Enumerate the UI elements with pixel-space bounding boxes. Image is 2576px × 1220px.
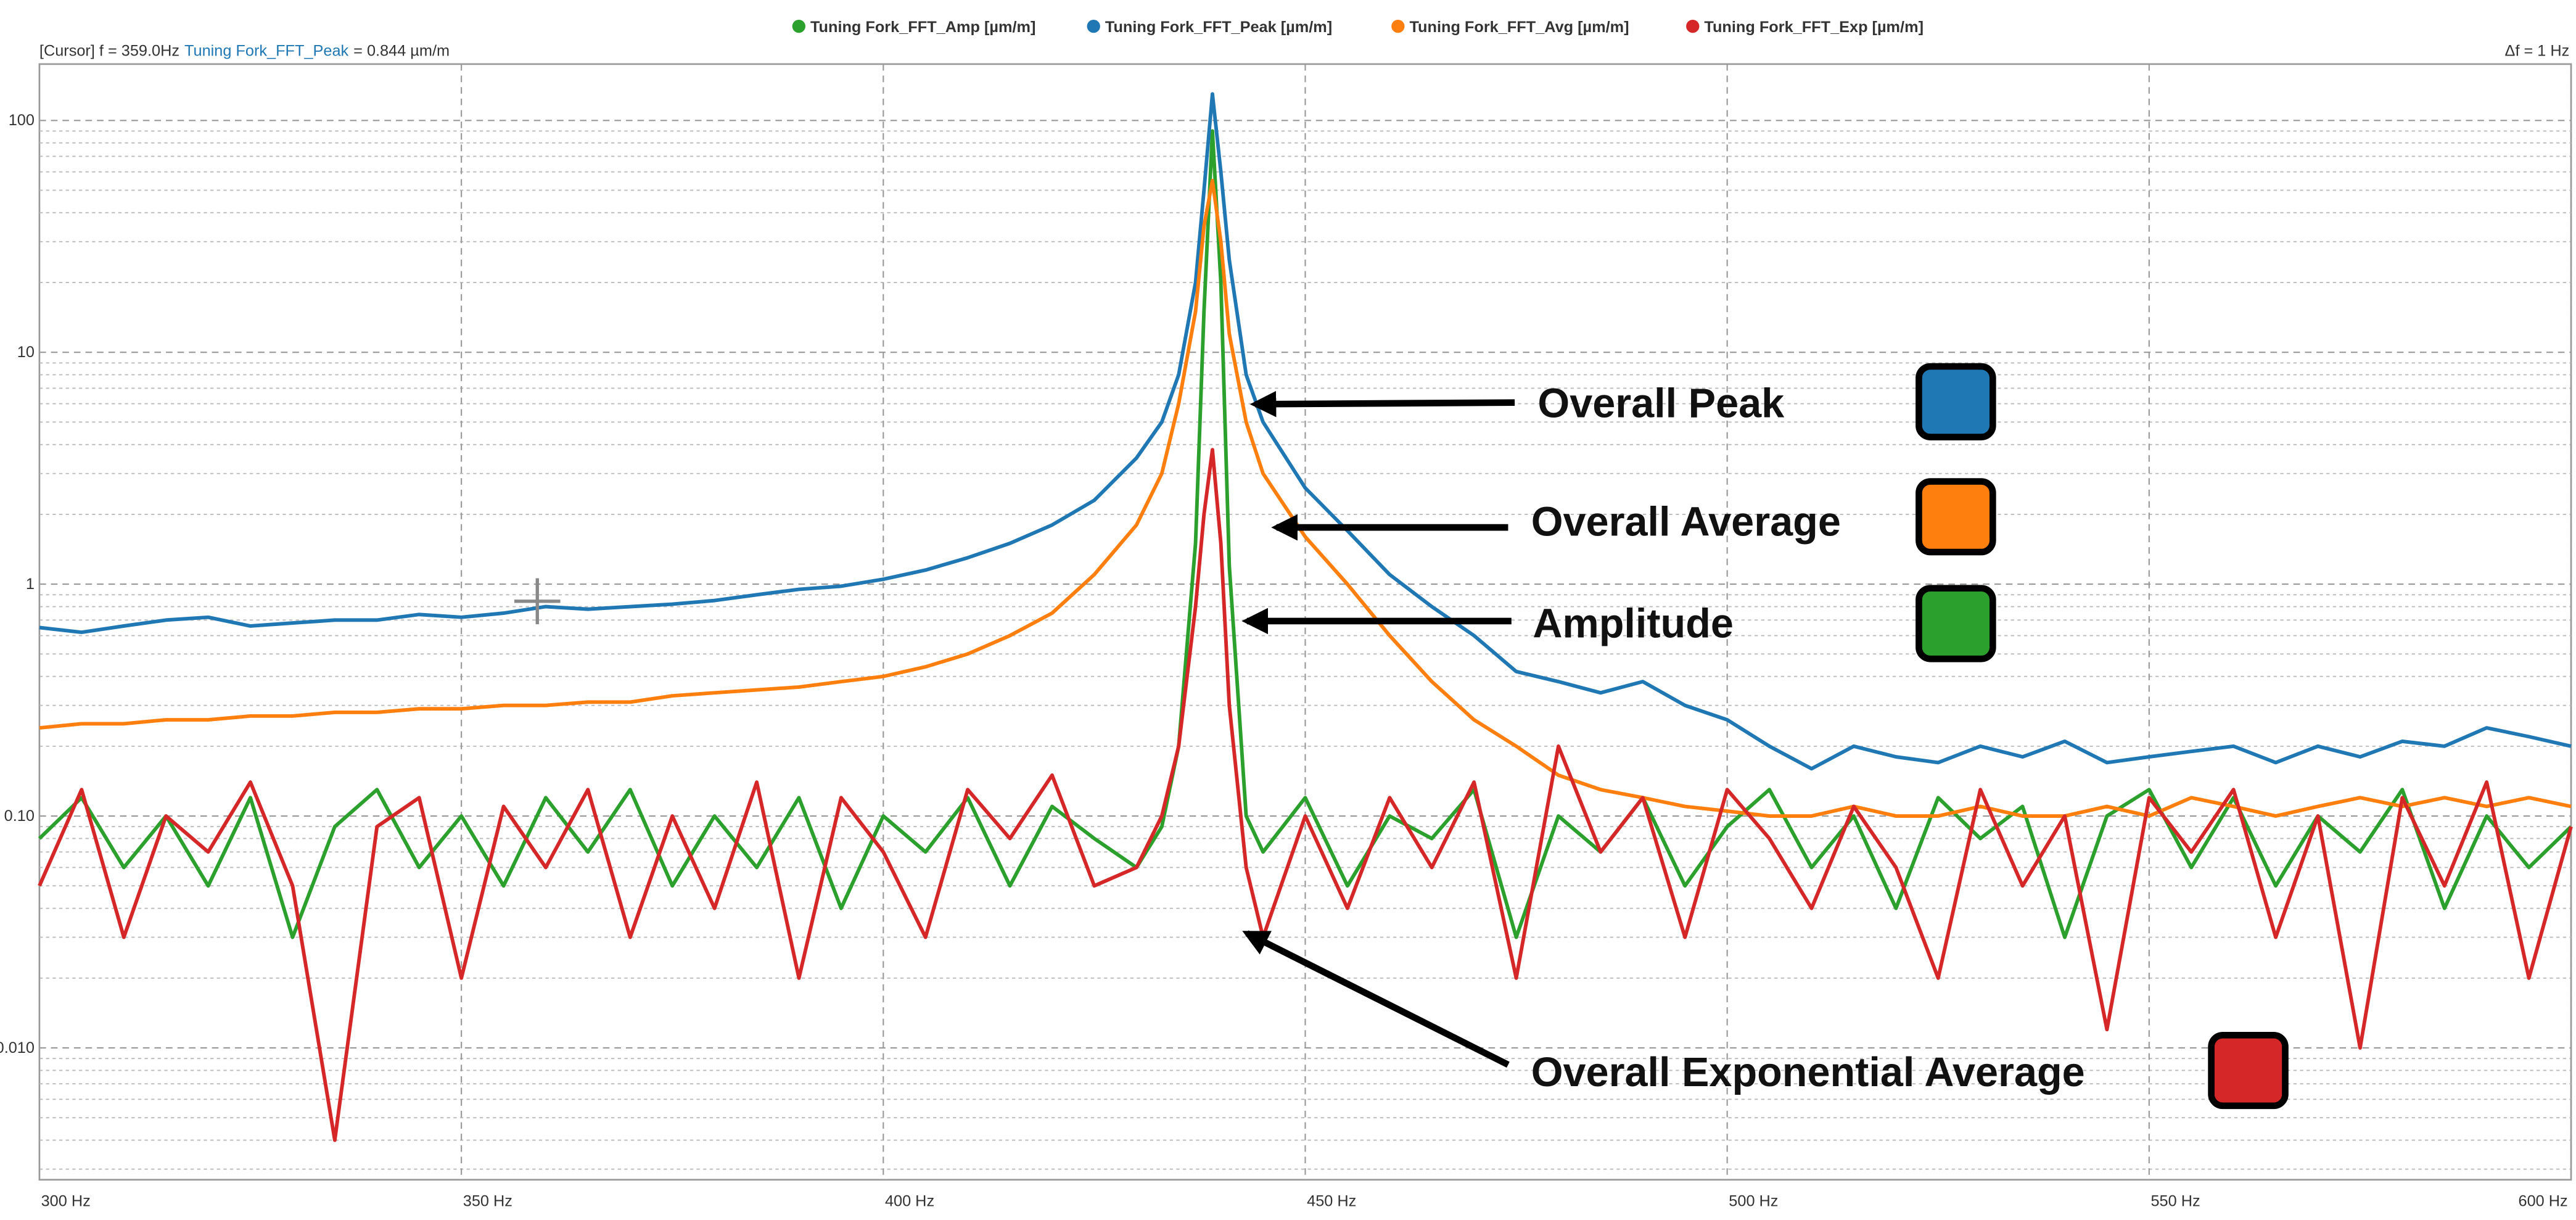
legend-label: Tuning Fork_FFT_Exp [µm/m]	[1704, 19, 1924, 36]
legend-marker	[1686, 19, 1700, 33]
legend-marker	[1391, 19, 1405, 33]
legend-marker	[792, 19, 805, 33]
legend-marker	[1087, 19, 1100, 33]
y-tick-label: 100	[9, 112, 35, 129]
y-tick-label: 10	[17, 344, 35, 361]
x-tick-label: 400 Hz	[885, 1192, 934, 1210]
y-tick-label: 0.10	[4, 807, 35, 825]
y-tick-label: 0.010	[0, 1039, 35, 1057]
cursor-label: [Cursor] f = 359.0Hz	[39, 43, 179, 60]
x-tick-label: 300 Hz	[41, 1192, 91, 1210]
annotation-text: Overall Exponential Average	[1531, 1050, 2085, 1095]
annotation-arrow	[1242, 930, 1510, 1068]
resolution: Δf = 1 Hz	[2505, 43, 2570, 60]
series-line	[38, 129, 2573, 939]
legend-label: Tuning Fork_FFT_Avg [µm/m]	[1409, 19, 1629, 36]
legend-label: Tuning Fork_FFT_Amp [µm/m]	[810, 19, 1035, 36]
series-line	[38, 448, 2573, 1142]
cursor-value: = 0.844 µm/m	[353, 43, 450, 60]
y-tick-label: 1	[26, 575, 35, 593]
x-tick-label: 500 Hz	[1729, 1192, 1778, 1210]
x-tick-label: 450 Hz	[1307, 1192, 1356, 1210]
x-tick-label: 600 Hz	[2519, 1192, 2568, 1210]
annotation-text: Overall Average	[1531, 499, 1841, 545]
annotation-text: Amplitude	[1533, 601, 1733, 647]
cursor-series: Tuning Fork_FFT_Peak	[184, 43, 349, 60]
annotation-text: Overall Peak	[1537, 381, 1785, 427]
annotation-swatch	[1916, 585, 1996, 662]
series-line	[39, 92, 2572, 771]
annotation-arrow	[1249, 390, 1515, 418]
legend-label: Tuning Fork_FFT_Peak [µm/m]	[1105, 19, 1332, 36]
x-tick-label: 550 Hz	[2150, 1192, 2200, 1210]
annotation-swatch	[1916, 478, 1996, 556]
annotation-swatch	[1916, 363, 1996, 440]
cursor-readout: [Cursor] f = 359.0Hz Tuning Fork_FFT_Peak…	[39, 43, 450, 60]
cursor-cross	[514, 578, 561, 625]
series-line	[39, 178, 2572, 818]
annotation-swatch	[2208, 1031, 2289, 1110]
x-tick-label: 350 Hz	[463, 1192, 512, 1210]
